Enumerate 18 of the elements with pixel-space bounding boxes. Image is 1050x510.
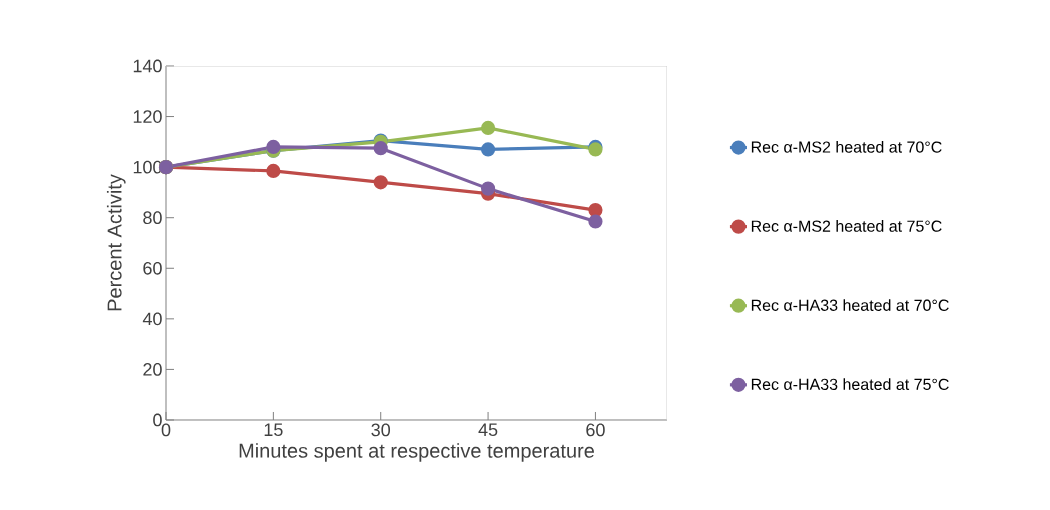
y-tick-label: 40 (142, 312, 162, 326)
x-tick-label: 60 (586, 423, 605, 437)
y-tick-label: 80 (143, 211, 162, 225)
x-tick-label: 0 (161, 423, 171, 437)
x-tick-label: 45 (478, 423, 498, 437)
y-axis-title: Percent Activity (106, 174, 126, 311)
y-tick-label: 120 (133, 110, 162, 123)
legend-label: Rec α-HA33 heated at 75°C (751, 378, 949, 391)
y-tick-label: 20 (143, 363, 162, 376)
y-tick-label: 60 (143, 261, 162, 275)
legend-label: Rec α-MS2 heated at 70°C (751, 140, 942, 153)
y-tick-label: 140 (133, 59, 162, 73)
y-tick-label: 0 (153, 413, 162, 427)
x-axis-title: Minutes spent at respective temperature (239, 443, 594, 462)
legend-label: Rec α-HA33 heated at 70°C (751, 299, 949, 311)
x-tick-label: 30 (371, 423, 391, 437)
legend-label: Rec α-MS2 heated at 75°C (751, 220, 942, 232)
x-tick-label: 15 (264, 423, 283, 437)
